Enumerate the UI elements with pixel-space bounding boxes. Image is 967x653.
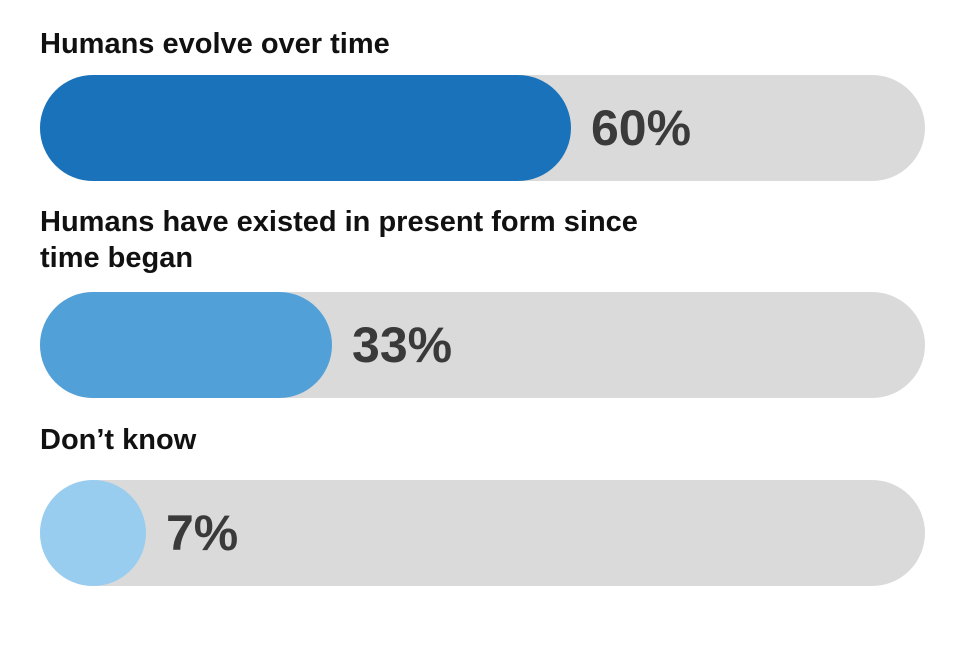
bar-track: 7% [40,480,925,586]
bar-track: 33% [40,292,925,398]
value-label: 7% [166,505,239,561]
category-label: Don’t know [40,424,197,456]
category-label: Humans have existed in present form sinc… [40,206,638,274]
value-label: 33% [352,317,453,373]
bar [40,75,571,181]
bar [40,480,146,586]
bar [40,292,333,398]
value-label: 60% [591,100,692,156]
bar-track: 60% [40,75,925,181]
category-label: Humans evolve over time [40,28,390,60]
